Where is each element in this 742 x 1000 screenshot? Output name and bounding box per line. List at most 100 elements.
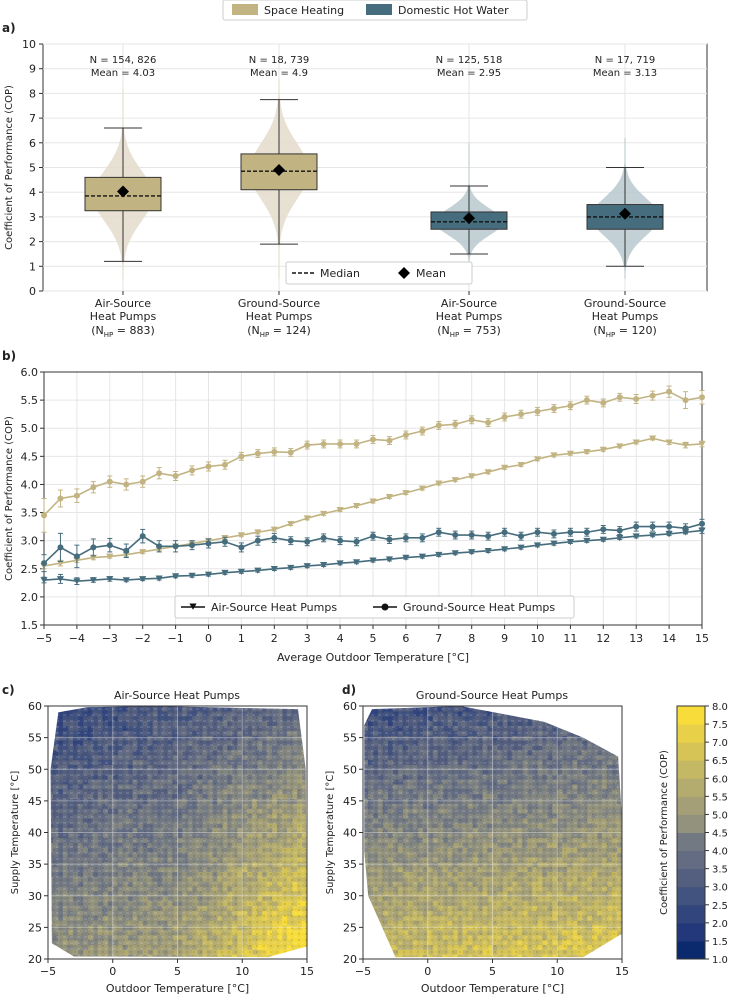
- y-tick-label: 8: [29, 87, 36, 100]
- legend-circle-marker: [381, 603, 389, 611]
- data-point: [139, 549, 147, 556]
- x-tick-label: 15: [695, 632, 709, 645]
- data-point: [518, 411, 525, 418]
- top-legend: Space Heating Domestic Hot Water: [222, 0, 528, 21]
- data-point: [566, 450, 574, 457]
- data-point: [665, 531, 673, 538]
- data-point: [352, 503, 361, 510]
- y-tick-label: 60: [28, 700, 42, 713]
- y-tick-label: 5.5: [21, 394, 39, 407]
- data-point: [254, 529, 262, 536]
- data-point: [583, 537, 591, 545]
- data-point: [369, 498, 377, 505]
- data-point: [484, 469, 492, 476]
- data-point: [139, 576, 147, 583]
- data-point: [221, 461, 228, 468]
- data-point: [106, 478, 113, 485]
- category-label: Ground-Source: [238, 297, 320, 310]
- category-label: Heat Pumps: [592, 310, 659, 323]
- data-point: [123, 547, 130, 554]
- stat-n: N = 154, 826: [90, 55, 157, 66]
- data-point: [419, 428, 426, 435]
- y-tick-label: 45: [28, 795, 42, 808]
- data-point: [550, 530, 557, 537]
- legend-label-space-heating: Space Heating: [264, 4, 344, 17]
- data-point: [550, 540, 558, 547]
- data-point: [402, 490, 410, 497]
- data-point: [583, 449, 591, 456]
- data-point: [304, 538, 311, 545]
- heatmap-hull: [50, 706, 307, 958]
- data-point: [501, 464, 509, 471]
- category-label: Ground-Source: [584, 297, 666, 310]
- data-point: [402, 431, 409, 438]
- y-tick-label: 40: [28, 827, 42, 840]
- y-tick-label: 1: [29, 260, 36, 273]
- y-tick-label: 5.0: [21, 422, 39, 435]
- mean-marker: [117, 185, 129, 198]
- data-point: [452, 532, 459, 539]
- x-tick-label: −3: [102, 632, 118, 645]
- data-point: [533, 456, 542, 463]
- data-point: [172, 543, 179, 550]
- category-n-label: (NHP = 124): [247, 324, 311, 339]
- stat-n: N = 17, 719: [595, 55, 655, 66]
- data-point: [56, 576, 65, 583]
- data-point: [320, 440, 327, 447]
- data-point: [205, 463, 212, 470]
- data-point: [370, 533, 376, 540]
- y-tick-label: 20: [28, 953, 42, 966]
- data-point: [156, 543, 163, 550]
- legend-mean-label: Mean: [416, 267, 446, 280]
- legend-box: [285, 261, 473, 285]
- data-point: [123, 481, 130, 488]
- data-point: [41, 560, 47, 567]
- data-point: [517, 461, 525, 469]
- stat-mean: Mean = 4.9: [250, 68, 308, 79]
- data-point: [649, 392, 656, 399]
- data-point: [90, 544, 97, 551]
- y-tick-label: 2: [29, 236, 36, 249]
- x-tick-label: −5: [40, 965, 56, 978]
- data-point: [237, 532, 245, 539]
- data-point: [336, 506, 344, 514]
- data-point: [385, 556, 394, 563]
- legend-median-label: Median: [320, 267, 360, 280]
- panel-a-legend: Median Mean: [285, 261, 473, 285]
- data-point: [550, 452, 558, 459]
- y-tick-label: 3: [29, 211, 36, 224]
- data-point: [40, 577, 48, 584]
- category-n-label: (NHP = 883): [91, 324, 155, 339]
- data-point: [632, 439, 640, 446]
- data-point: [435, 551, 443, 559]
- series: [40, 435, 706, 570]
- legend-swatch-dhw: [366, 4, 392, 15]
- data-point: [616, 527, 623, 534]
- panel-c-title: Air-Source Heat Pumps: [114, 689, 240, 702]
- data-point: [73, 492, 80, 499]
- x-tick-label: 2: [271, 632, 278, 645]
- data-point: [698, 527, 706, 534]
- data-point: [270, 565, 278, 573]
- data-point: [599, 446, 607, 453]
- data-point: [699, 520, 705, 527]
- data-point: [468, 416, 475, 423]
- panel-a-boxplot: 0 1 2 3 4 5 6 7 8 9 10 Coefficient of Performance (…: [4, 38, 708, 339]
- y-tick-label: 3.0: [21, 535, 39, 548]
- data-point: [533, 542, 542, 549]
- x-tick-label: 10: [235, 965, 249, 978]
- data-point: [484, 547, 492, 555]
- data-point: [501, 546, 509, 553]
- x-tick-label: 9: [501, 632, 508, 645]
- x-tick-label: −5: [36, 632, 52, 645]
- y-tick-label: 4: [29, 186, 36, 199]
- data-point: [419, 534, 426, 541]
- panel-b-legend: Air-Source Heat Pumps Ground-Source Heat …: [174, 595, 575, 619]
- x-tick-label: 3: [304, 632, 311, 645]
- data-point: [370, 436, 376, 443]
- x-tick-label: 11: [563, 632, 577, 645]
- data-point: [41, 512, 47, 519]
- data-point: [189, 542, 196, 549]
- data-point: [172, 473, 179, 480]
